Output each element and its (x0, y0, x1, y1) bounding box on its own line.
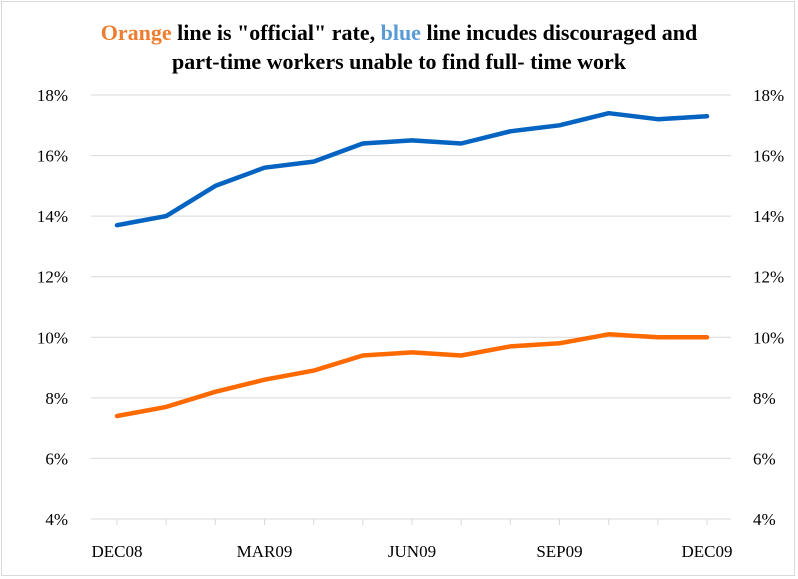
y-tick-label-right: 16% (753, 147, 784, 166)
x-axis: DEC08 MAR09 JUN09 SEP09 DEC09 (92, 519, 733, 561)
y-tick-label-left: 4% (45, 510, 68, 529)
data-point (460, 354, 462, 356)
data-point (559, 342, 560, 344)
title-blue-word: blue (380, 20, 421, 45)
data-point (509, 345, 511, 347)
y-tick-label-right: 18% (753, 86, 784, 105)
data-point (264, 379, 265, 381)
y-tick-label-right: 14% (753, 207, 784, 226)
data-point (657, 118, 659, 120)
x-tick-label: JUN09 (388, 542, 436, 561)
chart-title: Orange line is "official" rate, blue lin… (0, 18, 798, 76)
y-axis-right: 18% 16% 14% 12% 10% 8% 6% 4% (753, 86, 784, 529)
y-tick-label-right: 4% (753, 510, 776, 529)
title-text-1: line is "official" rate, (171, 20, 381, 45)
data-point (214, 391, 216, 393)
gridlines (91, 94, 731, 520)
data-point (509, 130, 511, 132)
x-tick-label: DEC09 (682, 542, 733, 561)
title-text-2: line incudes discouraged and (420, 20, 698, 45)
data-point (411, 351, 413, 353)
y-tick-label-left: 6% (45, 449, 68, 468)
y-tick-label-left: 8% (45, 389, 68, 408)
data-point (706, 115, 708, 117)
y-tick-label-right: 10% (753, 328, 784, 347)
data-point (559, 124, 560, 126)
data-point (116, 224, 118, 226)
data-point (165, 215, 167, 217)
data-point (214, 185, 216, 187)
x-tick-label: SEP09 (536, 542, 582, 561)
series-lines (114, 110, 710, 419)
y-tick-label-right: 8% (753, 389, 776, 408)
series-line-blue (114, 110, 710, 228)
data-point (362, 142, 364, 144)
data-point (362, 354, 364, 356)
x-tick-label: DEC08 (92, 542, 143, 561)
data-point (657, 336, 659, 338)
data-point (608, 112, 610, 114)
data-point (313, 161, 315, 163)
data-point (608, 333, 610, 335)
y-tick-label-left: 18% (37, 86, 68, 105)
y-tick-label-left: 14% (37, 207, 68, 226)
data-point (264, 167, 265, 169)
y-axis-left: 18% 16% 14% 12% 10% 8% 6% 4% (37, 86, 68, 529)
y-tick-label-right: 12% (753, 268, 784, 287)
data-point (116, 415, 118, 417)
data-point (411, 139, 413, 141)
x-tick-label: MAR09 (237, 542, 293, 561)
y-tick-label-left: 10% (37, 328, 68, 347)
y-tick-label-right: 6% (753, 449, 776, 468)
data-point (706, 336, 708, 338)
series-line-orange (114, 332, 710, 419)
data-point (313, 370, 315, 372)
title-orange-word: Orange (100, 20, 172, 45)
data-point (165, 406, 167, 408)
title-line-2: part-time workers unable to find full- t… (171, 49, 626, 74)
y-tick-label-left: 16% (37, 147, 68, 166)
y-tick-label-left: 12% (37, 268, 68, 287)
data-point (460, 142, 462, 144)
